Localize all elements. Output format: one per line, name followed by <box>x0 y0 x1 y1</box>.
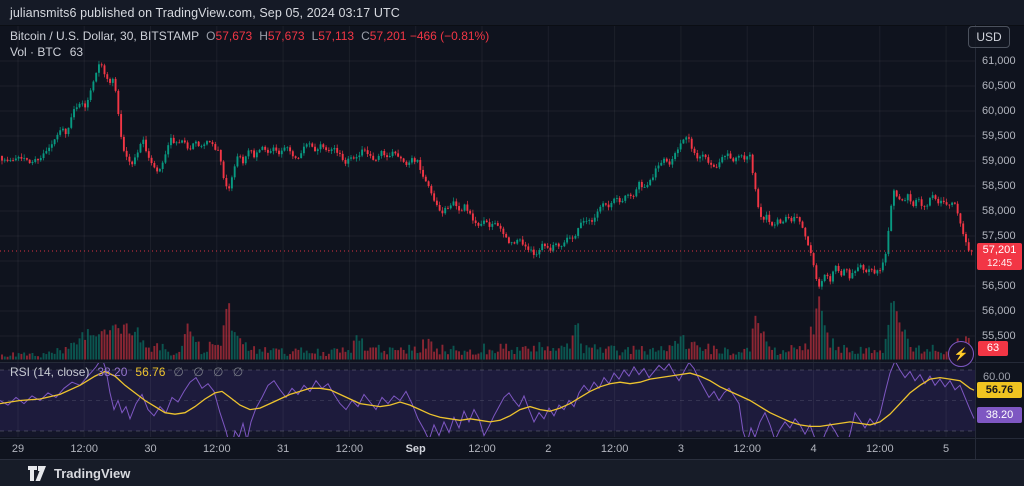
time-axis-label: 12:00 <box>70 443 98 455</box>
time-axis-label: 12:00 <box>203 443 231 455</box>
tradingview-logo-icon[interactable] <box>28 465 46 481</box>
time-axis-separator <box>0 438 1024 439</box>
lightning-icon: ⚡ <box>953 347 969 361</box>
rsi-ma-value: 56.76 <box>135 365 166 379</box>
price-axis-label: 61,000 <box>982 54 1016 67</box>
bar-countdown: 12:45 <box>986 258 1013 269</box>
symbol-title[interactable]: Bitcoin / U.S. Dollar, 30, BITSTAMP <box>10 29 200 43</box>
rsi-ma-badge: 56.76 <box>977 382 1022 398</box>
time-axis-label: 2 <box>545 443 552 455</box>
time-axis-label: Sep <box>405 443 426 455</box>
low-label: L <box>311 29 319 43</box>
rsi-scale-label: 60.00 <box>983 371 1011 383</box>
footer-bar: TradingView <box>0 460 1024 486</box>
currency-label: USD <box>976 30 1002 44</box>
time-axis-label: 29 <box>11 443 25 455</box>
open-label: O <box>206 29 216 43</box>
close-value: 57,201 <box>369 29 407 43</box>
price-scale-separator <box>975 25 976 459</box>
attribution-text: juliansmits6 published on TradingView.co… <box>10 5 400 20</box>
time-axis-label: 3 <box>677 443 684 455</box>
time-axis-label: 12:00 <box>733 443 761 455</box>
last-price-badge: 57,201 12:45 <box>977 243 1022 270</box>
price-axis-label: 58,500 <box>982 179 1016 192</box>
change-value: −466 (−0.81%) <box>409 29 490 43</box>
volume-label: Vol · BTC <box>10 45 62 59</box>
volume-value: 63 <box>69 45 84 59</box>
rsi-value: 38.20 <box>97 365 128 379</box>
price-axis-label: 60,000 <box>982 104 1016 117</box>
price-axis-label: 57,500 <box>982 229 1016 242</box>
price-axis-label: 58,000 <box>982 204 1016 217</box>
high-value: 57,673 <box>267 29 305 43</box>
time-axis-label: 12:00 <box>335 443 364 455</box>
price-axis-label: 55,500 <box>982 329 1016 342</box>
tradingview-brand[interactable]: TradingView <box>54 465 131 481</box>
time-axis-label: 31 <box>276 443 290 455</box>
rsi-badge: 38.20 <box>977 407 1022 423</box>
rsi-legend[interactable]: RSI (14, close) 38.20 56.76 ∅ ∅ ∅ ∅ <box>10 365 246 379</box>
open-value: 57,673 <box>215 29 253 43</box>
time-axis-label: 12:00 <box>866 443 894 455</box>
time-axis-label: 5 <box>943 443 950 455</box>
price-axis-label: 60,500 <box>982 79 1016 92</box>
attribution-bar: juliansmits6 published on TradingView.co… <box>0 0 1024 26</box>
rsi-hidden-values: ∅ ∅ ∅ ∅ <box>173 365 247 379</box>
last-price-value: 57,201 <box>982 244 1017 256</box>
time-axis-label: 30 <box>144 443 157 455</box>
footer-separator <box>0 459 1024 460</box>
price-axis-label: 56,000 <box>982 304 1016 317</box>
close-label: C <box>361 29 370 43</box>
price-axis-label: 59,000 <box>982 154 1016 167</box>
pane-separator[interactable] <box>0 362 1024 363</box>
low-value: 57,113 <box>318 29 355 43</box>
high-label: H <box>259 29 268 43</box>
volume-legend[interactable]: Vol · BTC 63 <box>10 45 83 59</box>
price-axis-label: 56,500 <box>982 279 1016 292</box>
time-axis-label: 12:00 <box>600 443 629 455</box>
volume-badge: 63 <box>978 341 1008 356</box>
time-axis-label: 12:00 <box>468 443 496 455</box>
rsi-title[interactable]: RSI (14, close) <box>10 365 90 379</box>
price-axis-label: 59,500 <box>982 129 1016 142</box>
boost-button[interactable]: ⚡ <box>948 341 974 367</box>
time-axis-label: 4 <box>810 443 817 455</box>
symbol-legend[interactable]: Bitcoin / U.S. Dollar, 30, BITSTAMP O57,6… <box>10 29 489 44</box>
currency-toggle-button[interactable]: USD <box>968 26 1010 48</box>
